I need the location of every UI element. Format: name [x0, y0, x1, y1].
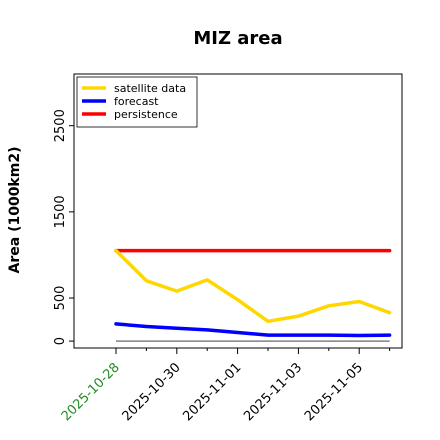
legend-label-satellite-data: satellite data — [114, 82, 186, 95]
chart-title: MIZ area — [193, 28, 282, 49]
y-tick-label: 0 — [53, 337, 68, 345]
x-tick-label: 2025-10-28 — [59, 360, 123, 424]
legend-label-forecast: forecast — [114, 95, 159, 108]
y-axis: 0 500 1500 2500 — [53, 109, 74, 345]
x-tick-label: 2025-11-03 — [241, 360, 305, 424]
y-tick-label: 1500 — [53, 195, 68, 228]
y-tick-label: 2500 — [53, 109, 68, 142]
series-line-satellite-data — [114, 248, 392, 324]
series-lines — [114, 248, 392, 342]
x-axis: 2025-10-282025-10-302025-11-012025-11-03… — [59, 348, 391, 424]
series-line-forecast — [114, 322, 392, 338]
y-axis-label: Area (1000km2) — [7, 147, 23, 274]
x-tick-label: 2025-11-05 — [302, 360, 366, 424]
legend-label-persistence: persistence — [114, 108, 178, 121]
x-tick-label: 2025-11-01 — [180, 360, 244, 424]
x-tick-label: 2025-10-30 — [120, 360, 184, 424]
y-tick-label: 500 — [53, 286, 68, 311]
